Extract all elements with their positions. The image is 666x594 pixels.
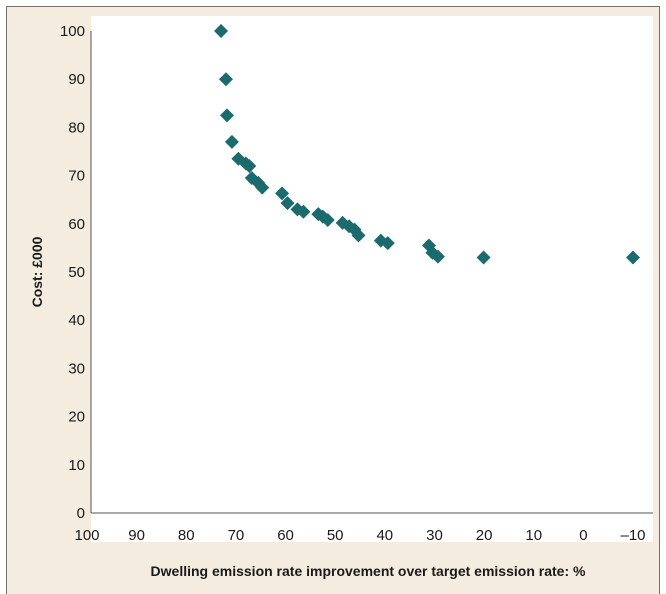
data-point [320, 212, 335, 227]
data-point [218, 72, 233, 87]
x-tick-label: 40 [376, 527, 393, 544]
y-tick-label: 90 [68, 71, 85, 88]
x-tick-label: 90 [128, 527, 145, 544]
x-tick-label: 20 [476, 527, 493, 544]
y-tick-label: 30 [68, 360, 85, 377]
y-tick-label: 10 [68, 457, 85, 474]
data-point [242, 158, 257, 173]
y-tick-label: 60 [68, 216, 85, 233]
y-tick-label: 0 [77, 505, 85, 522]
data-point [255, 180, 270, 195]
y-tick-label: 40 [68, 312, 85, 329]
data-point [214, 24, 229, 38]
data-point [224, 134, 239, 149]
x-tick-label: 30 [426, 527, 443, 544]
data-point [380, 236, 395, 251]
data-point [296, 204, 311, 219]
y-tick-label: 70 [68, 168, 85, 185]
x-tick-label: 100 [74, 527, 99, 544]
data-point [219, 108, 234, 123]
x-tick-label: 0 [579, 527, 587, 544]
y-tick-label: 80 [68, 119, 85, 136]
x-tick-label: 10 [525, 527, 542, 544]
y-axis-label: Cost: £000 [29, 236, 45, 307]
y-tick-label: 100 [60, 23, 85, 40]
plot-area [91, 16, 653, 542]
x-axis-label: Dwelling emission rate improvement over … [151, 563, 586, 579]
y-tick-labels: 0 10 20 30 40 50 60 70 80 90 100 [60, 23, 85, 522]
x-tick-label: 80 [178, 527, 195, 544]
data-point [275, 186, 290, 201]
data-point [280, 196, 295, 211]
data-point [430, 249, 445, 264]
y-tick-label: 50 [68, 264, 85, 281]
x-tick-labels: 100 90 80 70 60 50 40 30 20 10 0 –10 [74, 527, 645, 544]
y-tick-label: 20 [68, 409, 85, 426]
data-point [476, 250, 491, 265]
data-points [214, 24, 640, 265]
x-tick-label: 60 [277, 527, 294, 544]
x-tick-label: –10 [620, 527, 645, 544]
data-point [351, 228, 366, 243]
x-tick-label: 70 [228, 527, 245, 544]
x-tick-label: 50 [327, 527, 344, 544]
data-point [626, 250, 640, 265]
